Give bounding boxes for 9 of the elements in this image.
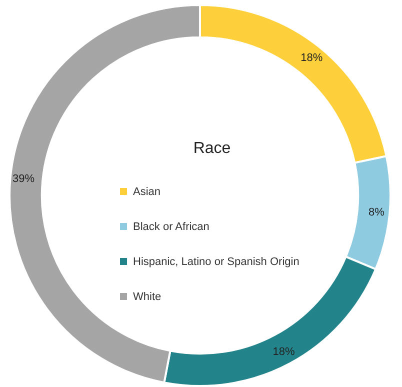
data-label: 8% <box>368 206 385 218</box>
legend-label: Hispanic, Latino or Spanish Origin <box>133 256 300 268</box>
legend-label: White <box>133 290 162 302</box>
data-label: 18% <box>300 52 323 64</box>
data-label: 18% <box>272 346 295 358</box>
legend-label: Black or African <box>133 220 210 232</box>
legend-label: Asian <box>133 186 161 198</box>
legend-title: Race <box>192 140 232 158</box>
data-label: 39% <box>12 172 35 185</box>
